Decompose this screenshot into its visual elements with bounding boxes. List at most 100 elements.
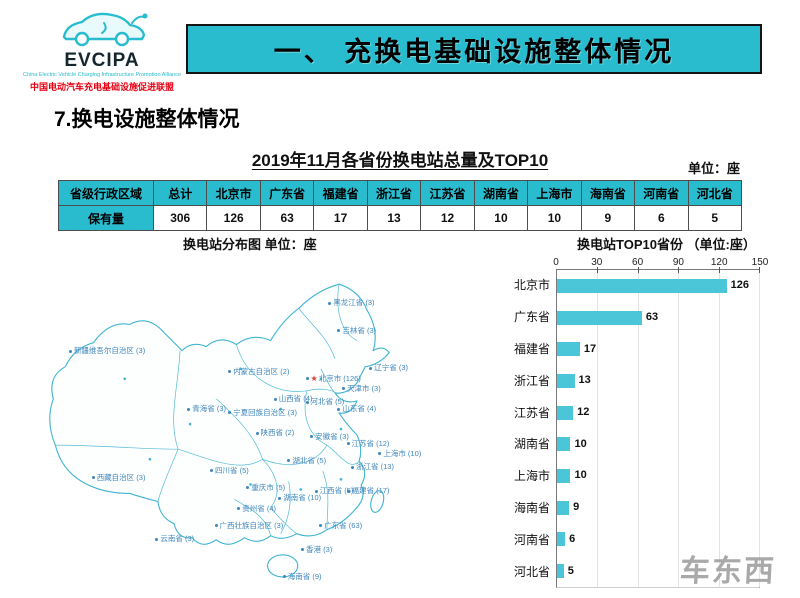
gridline — [678, 270, 680, 587]
bar-category-label: 江苏省 — [513, 405, 550, 420]
bar-value-label: 126 — [730, 279, 750, 292]
chart-body: 北京市 广东省 福建省 浙江省 江苏省 湖南省 上海市 海南省 河南省 河北省 126 63 17 13… — [498, 267, 788, 588]
bar — [557, 437, 571, 452]
chart-plot: 126 63 17 13 12 10 10 9 6 5 — [556, 267, 760, 588]
table-column-header: 北京市 — [206, 180, 261, 206]
map-province-label: 四川省 (5) — [210, 467, 249, 475]
ev-car-icon — [62, 12, 148, 47]
bar-category-label: 河南省 — [513, 533, 550, 548]
bar — [557, 373, 575, 388]
table-value-cell: 13 — [366, 205, 422, 231]
axis-tick-label: 30 — [591, 257, 603, 268]
evcipa-logo: EVCIPA China Electric Vehicle Charging I… — [22, 5, 182, 93]
map-province-label: 江苏省 (12) — [347, 440, 390, 448]
gridline — [597, 270, 599, 587]
map-province-label: 云南省 (3) — [155, 535, 194, 543]
table-column-header: 河北省 — [687, 180, 743, 206]
map-province-label: 黑龙江省 (3) — [328, 299, 374, 307]
map-province-label: 海南省 (9) — [283, 573, 322, 581]
watermark: 车东西 — [678, 555, 777, 588]
table-value-cell: 126 — [206, 205, 261, 231]
table-title: 2019年11月各省份换电站总量及TOP10 — [251, 151, 549, 170]
bar-row: 17 — [557, 342, 759, 357]
unit-note: 单位：座 — [687, 161, 740, 176]
china-map: 黑龙江省 (3) 吉林省 (3) 新疆维吾尔自治区 (3) 辽宁省 (3) 内蒙古自治区… — [28, 248, 483, 590]
map-province-label: 辽宁省 (3) — [369, 364, 408, 372]
map-province-label: 安徽省 (3) — [310, 433, 349, 441]
bar-row: 6 — [557, 532, 759, 547]
axis-tick-label: 120 — [710, 257, 728, 268]
logo-chinese-name: 中国电动汽车充电基础设施促进联盟 — [29, 82, 174, 93]
axis-tick-label: 60 — [632, 257, 644, 268]
map-labels: 黑龙江省 (3) 吉林省 (3) 新疆维吾尔自治区 (3) 辽宁省 (3) 内蒙古自治区… — [28, 248, 483, 590]
map-province-label: 山东省 (4) — [337, 405, 376, 413]
logo-acronym: EVCIPA — [64, 50, 140, 71]
bar-value-label: 63 — [645, 311, 659, 324]
map-title: 换电站分布图 单位：座 — [183, 237, 317, 252]
table-value-cell: 306 — [152, 205, 208, 231]
summary-table: 省级行政区域 总计 北京市 广东省 福建省 浙江省 江苏省 湖南省 上海市 海南省 河南省 河北省 保有… — [58, 180, 743, 231]
table-value-cell: 6 — [634, 205, 689, 231]
logo-english-name: China Electric Vehicle Charging Infrastr… — [22, 72, 182, 78]
table-value-cell: 63 — [259, 205, 315, 231]
bar-category-label: 广东省 — [513, 309, 550, 324]
table-corner-cell: 省级行政区域 — [58, 180, 154, 206]
table-value-cell: 17 — [313, 205, 368, 231]
bar — [557, 532, 566, 547]
map-province-label: 河北省 (5) — [306, 398, 345, 406]
bar-row: 9 — [557, 500, 759, 515]
table-column-header: 海南省 — [580, 180, 636, 206]
bar-row: 10 — [557, 468, 759, 483]
map-province-label: 天津市 (3) — [342, 385, 381, 393]
bar-category-label: 海南省 — [513, 501, 550, 516]
map-province-label: 山西省 (4) — [274, 395, 313, 403]
bar-row: 63 — [557, 310, 759, 325]
map-province-label: 内蒙古自治区 (2) — [228, 368, 289, 376]
bar — [557, 278, 727, 293]
axis-tick-mark — [718, 267, 720, 273]
table-row-label: 保有量 — [58, 205, 154, 231]
bar-category-label: 浙江省 — [513, 373, 550, 388]
bar-value-label: 17 — [583, 342, 597, 355]
map-province-label: 重庆市 (5) — [246, 484, 285, 492]
map-province-label: 上海市 (10) — [378, 450, 421, 458]
slide-subheading: 7.换电设施整体情况 — [54, 108, 240, 131]
axis-tick-mark — [678, 267, 680, 273]
bar-value-label: 6 — [569, 532, 576, 545]
chart-category-labels: 北京市 广东省 福建省 浙江省 江苏省 湖南省 上海市 海南省 河南省 河北省 — [498, 269, 550, 588]
beijing-star-icon: ★ — [310, 373, 318, 383]
bar — [557, 310, 642, 325]
bar — [557, 564, 564, 579]
axis-tick-label: 150 — [751, 257, 769, 268]
axis-tick-mark — [597, 267, 599, 273]
section-banner-title: 一、 充换电基础设施整体情况 — [273, 36, 675, 67]
bar-rows: 126 63 17 13 12 10 10 9 6 5 — [557, 270, 759, 587]
table-value-row: 保有量 306 126 63 17 13 12 10 10 9 6 5 — [58, 205, 743, 231]
map-province-label: 西藏自治区 (3) — [92, 474, 146, 482]
table-column-header: 湖南省 — [473, 180, 529, 206]
bar-category-label: 上海市 — [513, 469, 550, 484]
table-column-header: 浙江省 — [366, 180, 422, 206]
table-value-cell: 12 — [420, 205, 475, 231]
map-province-label: 湖南省 (10) — [278, 494, 321, 502]
axis-tick-mark — [637, 267, 639, 273]
map-province-label: 贵州省 (4) — [237, 504, 276, 513]
map-province-label: 江西省 (5) — [315, 487, 354, 495]
axis-tick-label: 90 — [672, 257, 684, 268]
bar-row: 12 — [557, 405, 759, 420]
bar-category-label: 湖南省 — [513, 437, 550, 452]
map-province-label: ★北京市 (126) — [306, 373, 361, 383]
gridline — [759, 270, 760, 587]
bar — [557, 468, 571, 483]
map-province-label: 新疆维吾尔自治区 (3) — [69, 347, 145, 355]
bar-category-label: 福建省 — [513, 341, 550, 356]
map-province-label: 广东省 (63) — [319, 522, 362, 530]
table-column-header: 河南省 — [634, 180, 689, 206]
axis-tick-mark — [759, 267, 760, 273]
bar-category-label: 河北省 — [513, 564, 550, 579]
bar — [557, 342, 580, 357]
bar-row: 5 — [557, 564, 759, 579]
bar-value-label: 13 — [578, 374, 591, 387]
gridline — [718, 270, 720, 587]
